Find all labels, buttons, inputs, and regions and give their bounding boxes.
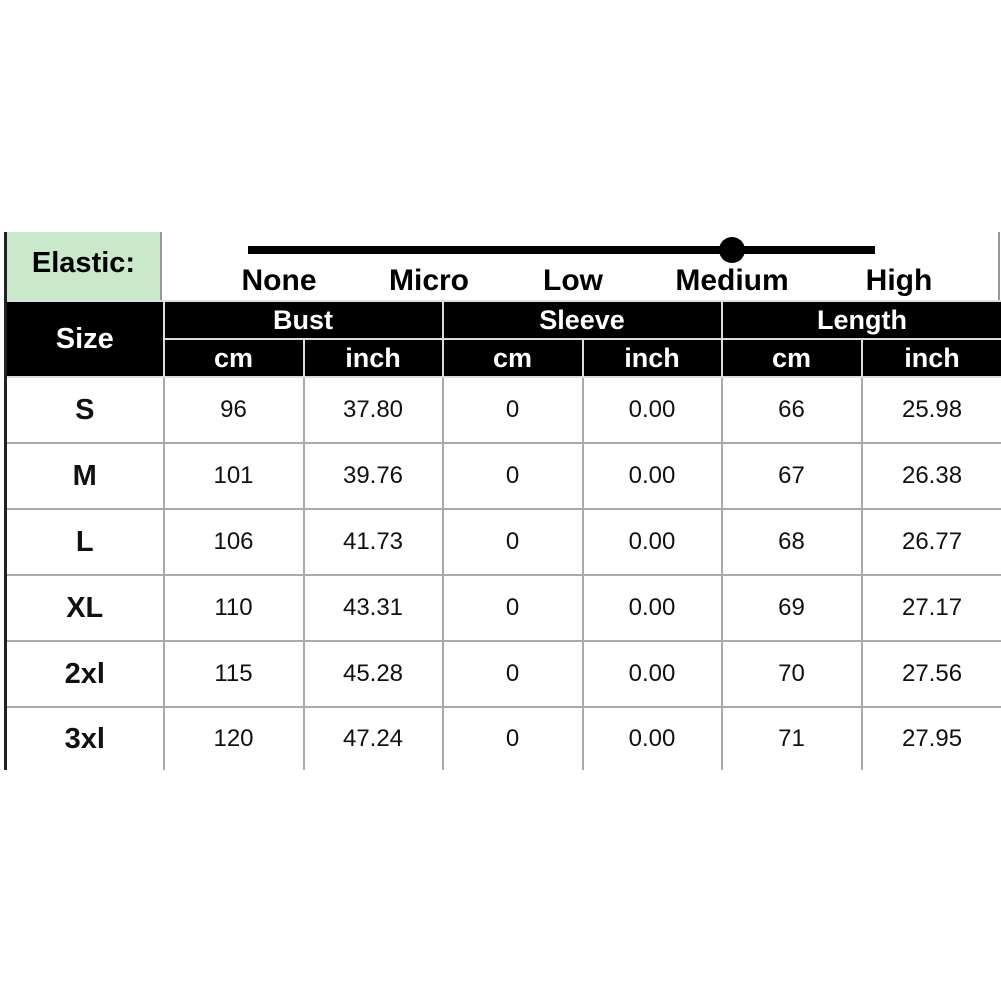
unit-header: inch [581, 338, 723, 378]
elastic-level-low: Low [543, 264, 603, 297]
value-cell: 66 [720, 376, 863, 444]
value-cell: 0 [441, 640, 584, 708]
value-cell: 69 [720, 574, 863, 642]
value-cell: 71 [720, 706, 863, 770]
size-cell: XL [4, 574, 165, 642]
value-cell: 43.31 [302, 574, 444, 642]
size-cell: M [4, 442, 165, 510]
value-cell: 68 [720, 508, 863, 576]
unit-header: inch [302, 338, 444, 378]
value-cell: 106 [162, 508, 305, 576]
divider [998, 232, 1000, 300]
unit-header: inch [860, 338, 1001, 378]
value-cell: 96 [162, 376, 305, 444]
size-header: Size [4, 300, 165, 378]
size-cell: L [4, 508, 165, 576]
elastic-level-medium: Medium [675, 264, 789, 297]
table-row: 3xl 120 47.24 0 0.00 71 27.95 [4, 706, 1001, 770]
elastic-level-micro: Micro [388, 264, 470, 297]
value-cell: 0.00 [581, 574, 723, 642]
value-cell: 26.38 [860, 442, 1001, 510]
table-row: L 106 41.73 0 0.00 68 26.77 [4, 508, 1001, 576]
size-cell: 2xl [4, 640, 165, 708]
value-cell: 115 [162, 640, 305, 708]
bust-header: Bust [162, 300, 444, 340]
elastic-level-none: None [241, 264, 317, 297]
value-cell: 45.28 [302, 640, 444, 708]
value-cell: 0 [441, 442, 584, 510]
table-row: XL 110 43.31 0 0.00 69 27.17 [4, 574, 1001, 642]
table-row: M 101 39.76 0 0.00 67 26.38 [4, 442, 1001, 510]
unit-header: cm [720, 338, 863, 378]
value-cell: 70 [720, 640, 863, 708]
table-row: S 96 37.80 0 0.00 66 25.98 [4, 376, 1001, 444]
size-chart-table: Size Bust Sleeve Length cm inch cm inch cm in… [4, 300, 1001, 770]
value-cell: 0 [441, 574, 584, 642]
value-cell: 101 [162, 442, 305, 510]
elastic-level-high: High [865, 264, 933, 297]
sleeve-header: Sleeve [441, 300, 723, 340]
size-cell: 3xl [4, 706, 165, 770]
length-header: Length [720, 300, 1001, 340]
value-cell: 67 [720, 442, 863, 510]
value-cell: 0 [441, 376, 584, 444]
value-cell: 27.95 [860, 706, 1001, 770]
value-cell: 25.98 [860, 376, 1001, 444]
value-cell: 0 [441, 508, 584, 576]
value-cell: 110 [162, 574, 305, 642]
value-cell: 0.00 [581, 640, 723, 708]
value-cell: 47.24 [302, 706, 444, 770]
value-cell: 120 [162, 706, 305, 770]
value-cell: 27.17 [860, 574, 1001, 642]
elastic-scale-track [248, 246, 875, 254]
value-cell: 26.77 [860, 508, 1001, 576]
table-row: 2xl 115 45.28 0 0.00 70 27.56 [4, 640, 1001, 708]
elastic-scale-marker [719, 237, 745, 263]
value-cell: 37.80 [302, 376, 444, 444]
size-cell: S [4, 376, 165, 444]
elastic-label: Elastic: [4, 232, 162, 300]
value-cell: 0 [441, 706, 584, 770]
value-cell: 0.00 [581, 442, 723, 510]
value-cell: 27.56 [860, 640, 1001, 708]
unit-header: cm [441, 338, 584, 378]
value-cell: 0.00 [581, 706, 723, 770]
value-cell: 39.76 [302, 442, 444, 510]
value-cell: 0.00 [581, 376, 723, 444]
value-cell: 41.73 [302, 508, 444, 576]
unit-header: cm [162, 338, 305, 378]
value-cell: 0.00 [581, 508, 723, 576]
